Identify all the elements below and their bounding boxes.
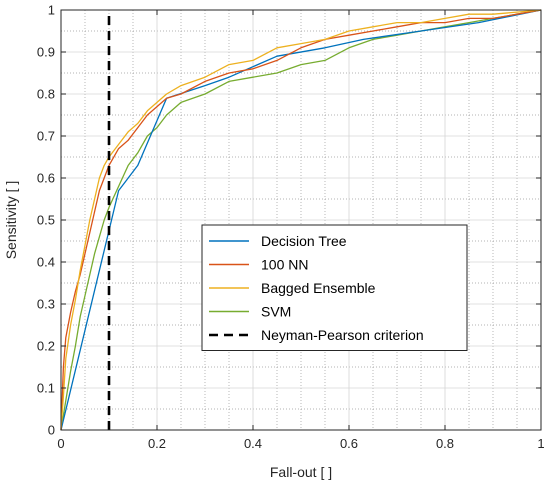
y-tick-label: 0.4 [37,255,55,270]
series-layer [60,9,542,431]
series-line-decision-tree [60,9,542,431]
y-tick-label: 0.1 [37,381,55,396]
legend-label-neyman-pearson-criterion: Neyman-Pearson criterion [261,327,424,343]
x-tick-label: 1 [537,436,544,451]
y-axis-label: Sensitivity [ ] [3,181,19,260]
y-tick-label: 0.6 [37,171,55,186]
y-tick-label: 0.5 [37,213,55,228]
y-tick-label: 1 [48,3,55,18]
y-tick-label: 0.2 [37,339,55,354]
x-tick-label: 0.8 [436,436,454,451]
tick-layer: 0 0.2 0.4 0.6 0.8 1 0 0.1 0.2 0.3 0.4 0.5 0.6 0.7 0.8 0… [37,3,545,452]
y-tick-label: 0.9 [37,45,55,60]
x-tick-label: 0.4 [244,436,262,451]
x-tick-label: 0 [57,436,64,451]
y-tick-label: 0.8 [37,87,55,102]
y-tick-label: 0.3 [37,297,55,312]
x-tick-label: 0.2 [148,436,166,451]
legend-label-svm: SVM [261,304,291,320]
legend-label-decision-tree: Decision Tree [261,233,347,249]
series-line-100-nn [60,9,542,431]
y-tick-label: 0 [48,423,55,438]
x-axis-label: Fall-out [ ] [270,464,332,480]
legend-label-100-nn: 100 NN [261,257,308,273]
y-tick-label: 0.7 [37,129,55,144]
x-tick-label: 0.6 [340,436,358,451]
legend: Decision Tree 100 NN Bagged Ensemble SVM Ney… [201,224,468,351]
legend-label-bagged-ensemble: Bagged Ensemble [261,280,376,296]
series-line-bagged-ensemble [60,9,542,431]
